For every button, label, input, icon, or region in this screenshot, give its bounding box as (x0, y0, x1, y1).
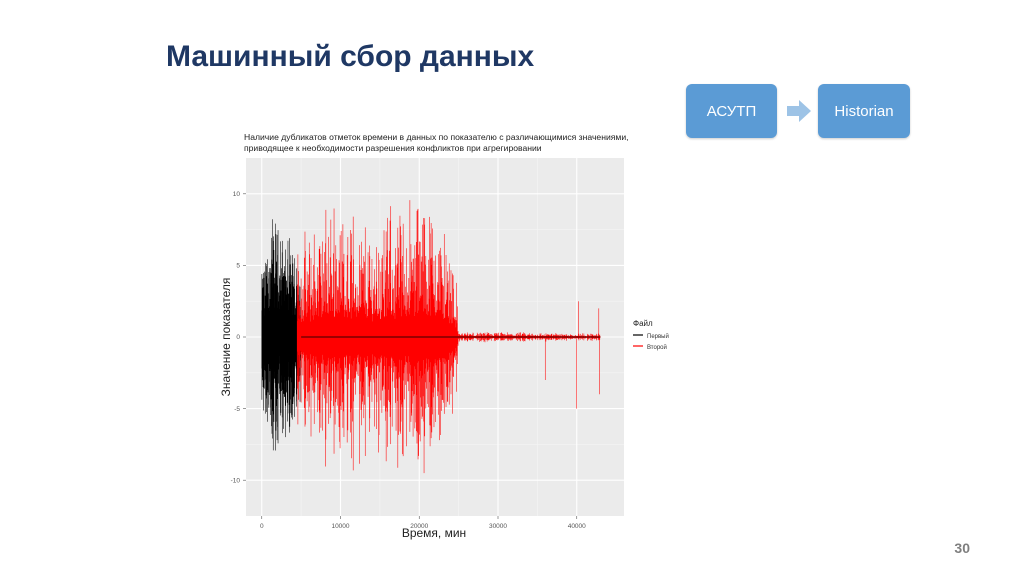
chart-title-line2: приводящее к необходимости разрешения ко… (244, 143, 542, 153)
y-axis-label: Значение показателя (219, 278, 233, 397)
right-arrow-icon (787, 100, 811, 122)
x-tick-label: 10000 (331, 523, 349, 530)
legend-label-second: Второй (647, 344, 667, 351)
x-tick-label: 0 (260, 523, 264, 530)
historian-label: Historian (834, 102, 894, 120)
series-line-first (261, 219, 302, 451)
chart: Наличие дубликатов отметок времени в дан… (216, 126, 676, 546)
x-axis-label: Время, мин (402, 526, 466, 540)
chart-svg: Наличие дубликатов отметок времени в дан… (219, 132, 669, 540)
asutp-label: АСУТП (706, 102, 757, 120)
asutp-box: АСУТП (686, 84, 777, 138)
legend-label-first: Первый (647, 333, 669, 340)
slide-title: Машинный сбор данных (166, 40, 535, 73)
x-tick-label: 40000 (568, 523, 586, 530)
historian-box: Historian (818, 84, 910, 138)
x-tick-label: 30000 (489, 523, 507, 530)
y-tick-label: 5 (236, 263, 240, 270)
legend-title: Файл (633, 319, 653, 328)
y-tick-label: -10 (231, 477, 241, 484)
y-tick-label: -5 (234, 406, 240, 413)
y-tick-label: 10 (233, 191, 241, 198)
series-layer (261, 200, 601, 474)
page-number: 30 (954, 540, 970, 556)
x-tick-label: 20000 (410, 523, 428, 530)
legend: Файл Первый Второй (633, 319, 669, 351)
axes: 0 10000 20000 30000 40000 -10 -5 0 5 10 (231, 191, 587, 530)
y-tick-label: 0 (236, 334, 240, 341)
chart-title-line1: Наличие дубликатов отметок времени в дан… (244, 132, 629, 142)
